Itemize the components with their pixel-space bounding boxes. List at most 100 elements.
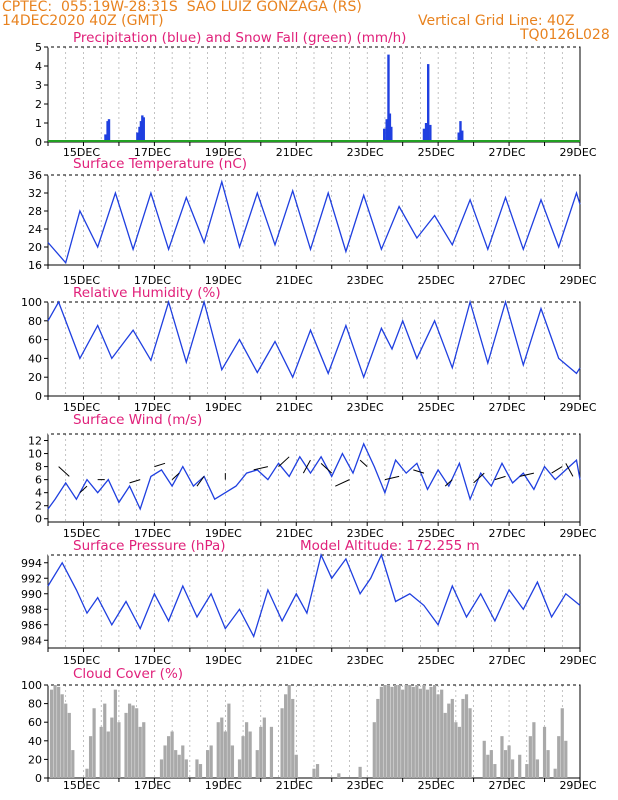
wind-arrow	[473, 472, 485, 484]
x-tick-label: 21DEC	[276, 527, 313, 540]
cloud-bar	[401, 689, 405, 778]
cloud-bar	[262, 717, 266, 778]
cloud-bar	[206, 750, 210, 778]
panel-4: 984 986 988 990 992 994 15DEC 17DEC 19DEC 21DEC 23…	[21, 538, 597, 667]
cloud-bar	[464, 694, 469, 778]
y-tick-label: 20	[28, 241, 42, 254]
cloud-bar	[429, 686, 433, 778]
cloud-bar	[553, 768, 557, 778]
cloud-bar	[450, 698, 454, 778]
panel-1: 16 20 24 28 32 36 15DEC 17DEC 19DEC 21DEC 23DEC 25D…	[28, 156, 597, 287]
x-tick-label: 29DEC	[559, 146, 596, 159]
y-tick-label: 994	[21, 557, 42, 570]
y-tick-label: 984	[21, 634, 42, 647]
cloud-bar	[418, 688, 422, 778]
wind-arrow	[551, 466, 563, 474]
precip-bar	[104, 134, 107, 142]
cloud-bar	[287, 685, 291, 778]
precip-bar	[385, 119, 388, 142]
wind-arrow	[320, 462, 333, 474]
panel-title: Relative Humidity (%)	[73, 285, 221, 301]
cloud-bar	[542, 726, 547, 778]
cloud-bar	[71, 750, 75, 778]
x-tick-label: 17DEC	[134, 146, 171, 159]
y-tick-label: 0	[35, 136, 42, 149]
cloud-bar	[245, 722, 249, 778]
y-tick-label: 992	[21, 572, 42, 585]
cloud-bar	[106, 731, 110, 778]
cloud-bar	[486, 754, 490, 778]
x-tick-label: 21DEC	[276, 401, 313, 414]
precip-bar	[427, 64, 430, 142]
cloud-bar	[415, 685, 419, 778]
x-tick-label: 15DEC	[63, 401, 100, 414]
y-tick-label: 4	[35, 487, 42, 500]
cloud-bar	[376, 698, 380, 778]
x-tick-label: 29DEC	[559, 274, 596, 287]
y-tick-label: 40	[28, 735, 42, 748]
precip-bar	[106, 121, 109, 142]
cloud-bar	[461, 698, 465, 778]
cloud-bar	[440, 689, 444, 778]
x-tick-label: 21DEC	[276, 654, 313, 667]
cloud-bar	[468, 708, 472, 778]
y-tick-label: 1	[35, 117, 42, 130]
x-tick-label: 23DEC	[347, 401, 384, 414]
wind-arrow	[196, 476, 205, 487]
x-tick-label: 17DEC	[134, 779, 171, 792]
cloud-bar	[259, 726, 263, 778]
y-tick-label: 2	[35, 500, 42, 513]
cloud-bar	[525, 764, 529, 778]
precip-bar	[459, 121, 462, 142]
cloud-bar	[500, 736, 504, 778]
x-tick-label: 23DEC	[347, 146, 384, 159]
x-tick-label: 21DEC	[276, 779, 313, 792]
precip-bar	[424, 123, 428, 142]
x-tick-label: 27DEC	[489, 527, 526, 540]
cloud-bar	[198, 764, 203, 778]
precip-bar	[139, 121, 143, 142]
cloud-bar	[255, 750, 259, 778]
precip-bar	[422, 128, 426, 142]
cloud-bar	[393, 685, 398, 778]
x-tick-label: 27DEC	[489, 654, 526, 667]
cloud-bar	[454, 722, 458, 778]
cloud-bar	[184, 759, 188, 778]
cloud-bar	[503, 750, 508, 778]
y-tick-label: 986	[21, 619, 42, 632]
y-tick-label: 60	[28, 716, 42, 729]
cloud-bar	[390, 686, 394, 778]
x-tick-label: 25DEC	[418, 146, 455, 159]
panel-title: Surface Pressure (hPa)	[73, 538, 226, 554]
precip-bar	[142, 117, 145, 142]
cloud-bar	[110, 717, 114, 778]
y-tick-label: 32	[28, 187, 42, 200]
wind-arrow	[278, 456, 290, 467]
panel-annotation: Model Altitude: 172.255 m	[300, 538, 480, 554]
cloud-bar	[564, 740, 568, 778]
precip-bar	[388, 113, 392, 142]
wind-arrow	[359, 459, 368, 467]
cloud-bar	[67, 712, 71, 778]
cloud-bar	[489, 750, 493, 778]
run-date: 14DEC2020 40Z (GMT)	[2, 13, 164, 29]
cloud-bar	[443, 712, 447, 778]
y-tick-label: 988	[21, 603, 42, 616]
x-tick-label: 25DEC	[418, 527, 455, 540]
cloud-bar	[535, 759, 540, 778]
model-code: TQ0126L028	[520, 27, 610, 43]
panel-title: Precipitation (blue) and Snow Fall (gree…	[73, 30, 406, 46]
cloud-bar	[223, 731, 227, 778]
cloud-bar	[337, 773, 341, 778]
wind-arrow	[129, 479, 141, 484]
cloud-bar	[425, 689, 430, 778]
y-tick-label: 4	[35, 60, 42, 73]
cloud-bar	[358, 766, 362, 778]
precip-bar	[136, 132, 139, 142]
cloud-bar	[117, 722, 121, 778]
y-tick-label: 10	[28, 448, 42, 461]
wind-arrow	[519, 472, 535, 477]
x-tick-label: 15DEC	[63, 654, 100, 667]
cloud-bar	[113, 689, 117, 778]
